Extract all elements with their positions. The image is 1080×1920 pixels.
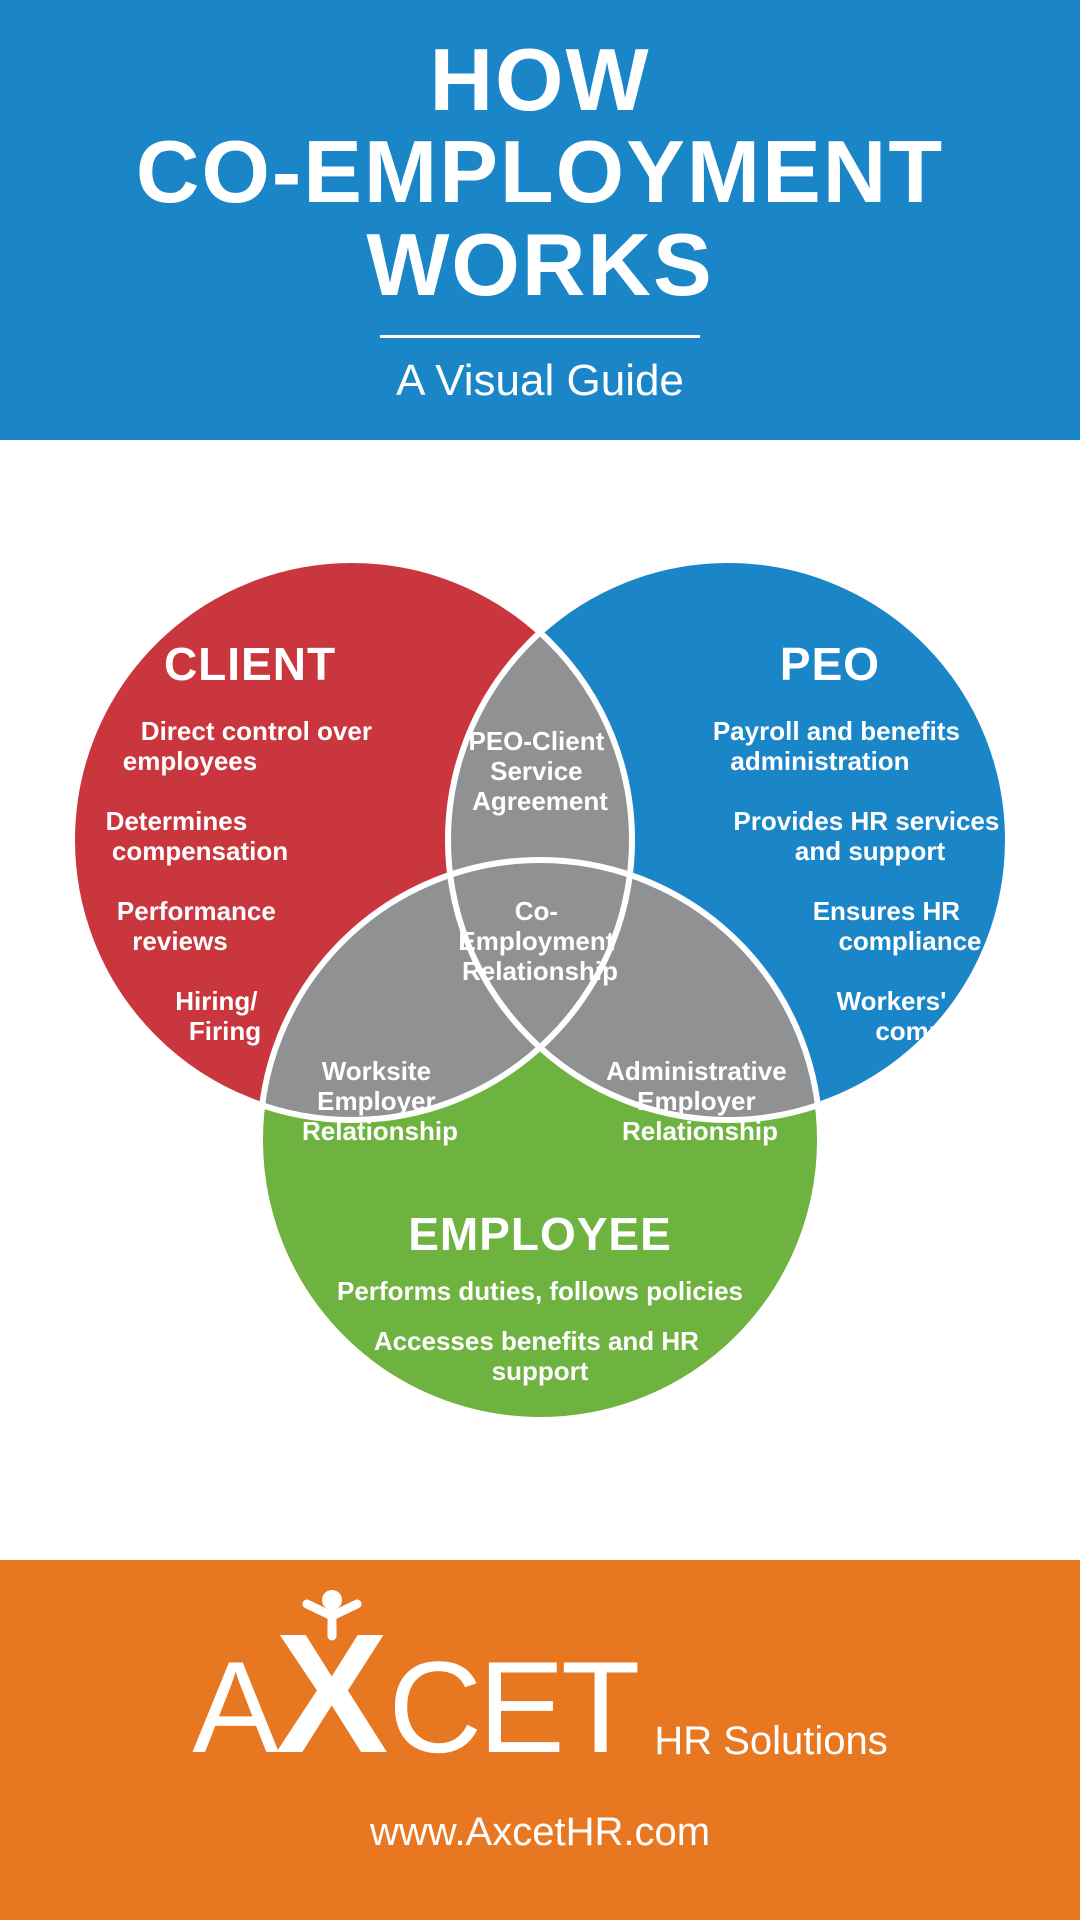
venn-title-peo: PEO <box>780 638 880 690</box>
logo-letters-cet: CET <box>388 1632 636 1782</box>
footer-url: www.AxcetHR.com <box>370 1810 710 1855</box>
page-subtitle: A Visual Guide <box>396 356 684 406</box>
brand-logo: A X CET HR Solutions <box>192 1626 888 1782</box>
header-banner: HOW CO-EMPLOYMENT WORKS A Visual Guide <box>0 0 1080 440</box>
employee-item-0: Performs duties, follows policies <box>337 1276 743 1306</box>
logo-sub: HR Solutions <box>654 1719 887 1764</box>
logo-letter-a: A <box>192 1632 275 1782</box>
title-divider <box>380 335 700 338</box>
client-item-3: Hiring/ Firing <box>175 986 265 1046</box>
venn-title-employee: EMPLOYEE <box>408 1208 672 1260</box>
peo-item-2: Ensures HR compliance <box>813 896 982 956</box>
page-title: HOW CO-EMPLOYMENT WORKS <box>136 34 944 311</box>
title-line-1: HOW <box>136 34 944 126</box>
logo-letter-x: X <box>275 1626 388 1762</box>
overlap-label-client-employee: Worksite Employer Relationship <box>302 1056 458 1146</box>
venn-title-client: CLIENT <box>164 638 336 690</box>
title-line-3: WORKS <box>136 219 944 311</box>
venn-diagram: CLIENT Direct control over employees Det… <box>0 440 1080 1520</box>
title-line-2: CO-EMPLOYMENT <box>136 126 944 218</box>
footer-banner: A X CET HR Solutions www.AxcetHR.com <box>0 1560 1080 1920</box>
person-icon <box>292 1586 372 1666</box>
